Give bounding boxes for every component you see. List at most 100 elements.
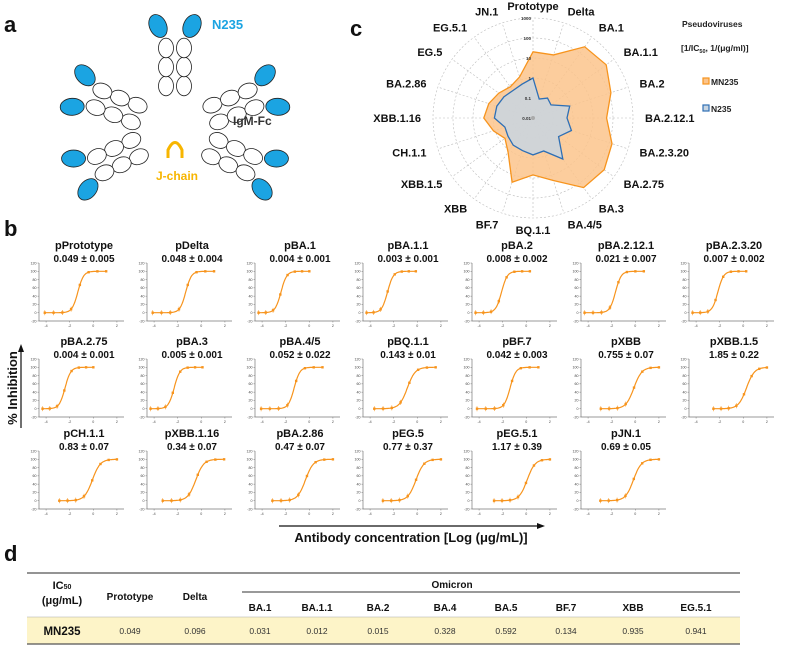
data-point: [294, 379, 298, 383]
data-point: [729, 270, 733, 273]
plot-title: pBA.1.1: [388, 240, 429, 252]
data-point: [179, 498, 182, 502]
y-tick-label: 60: [683, 286, 687, 290]
data-point: [177, 307, 181, 311]
data-point: [171, 391, 174, 394]
y-tick-label: 60: [466, 382, 470, 386]
data-point: [642, 270, 646, 273]
plot-ic50-label: 0.021 ± 0.007: [595, 254, 657, 265]
plot-title: pXBB.1.16: [165, 428, 219, 440]
dose-response-plot: pBA.2.12.10.021 ± 0.007-2002040608010012…: [573, 240, 666, 328]
column-header: XBB: [622, 603, 643, 614]
plot-ic50-label: 0.008 ± 0.002: [486, 254, 548, 265]
radar-axis-label: Prototype: [507, 1, 558, 13]
data-point: [170, 499, 173, 502]
x-tick-label: -4: [44, 420, 47, 424]
y-tick-label: 100: [464, 366, 470, 370]
plot-ic50-label: 0.003 ± 0.001: [377, 254, 439, 265]
row-label: MN235: [43, 626, 81, 638]
x-tick-label: -4: [694, 420, 697, 424]
y-tick-label: 100: [247, 270, 253, 274]
x-tick-label: 2: [224, 420, 226, 424]
data-point: [742, 393, 746, 396]
data-point: [104, 270, 108, 273]
data-point: [293, 270, 297, 273]
data-point: [599, 499, 602, 502]
y-tick-label: 20: [357, 303, 361, 307]
data-point: [264, 311, 267, 314]
plot-title: pEG.5: [392, 428, 424, 440]
y-tick-label: 60: [357, 286, 361, 290]
y-tick-label: 40: [141, 390, 145, 394]
data-point: [600, 311, 603, 314]
dose-response-curve: [475, 270, 530, 314]
plot-ic50-label: 1.17 ± 0.39: [492, 442, 542, 453]
data-point: [765, 366, 769, 369]
y-tick-label: 120: [464, 449, 470, 453]
fc-domain: [176, 75, 192, 97]
dose-response-curve: [584, 270, 644, 314]
dose-response-curve: [272, 458, 333, 502]
igm-monomer-arm: [201, 132, 289, 201]
y-tick-label: 0: [251, 499, 253, 503]
data-point: [314, 460, 317, 464]
data-point: [195, 271, 198, 274]
y-tick-label: 100: [31, 270, 37, 274]
x-tick-label: 0: [308, 324, 310, 328]
dose-response-curve: [42, 366, 94, 410]
column-header: BA.4: [434, 603, 457, 614]
x-tick-label: -2: [501, 512, 504, 516]
x-tick-label: -4: [44, 324, 47, 328]
data-point: [634, 270, 637, 273]
y-tick-label: 0: [359, 407, 361, 411]
data-point: [608, 306, 612, 309]
plot-title: pBA.2.12.1: [598, 240, 654, 252]
y-tick-label: 40: [683, 294, 687, 298]
y-tick-label: 40: [683, 390, 687, 394]
data-point: [537, 366, 540, 369]
y-tick-label: 80: [575, 466, 579, 470]
data-point: [279, 499, 283, 502]
y-tick-label: -20: [355, 319, 360, 323]
j-chain-icon: [166, 141, 184, 158]
x-tick-label: 0: [634, 324, 636, 328]
y-tick-label: -20: [139, 507, 144, 511]
x-tick-label: -2: [501, 420, 504, 424]
column-header: BA.2: [367, 603, 390, 614]
igm-pentamer-diagram: [59, 14, 291, 201]
x-tick-label: 2: [224, 324, 226, 328]
data-point: [508, 498, 512, 502]
plot-ic50-label: 0.83 ± 0.07: [59, 442, 109, 453]
legend-swatch-mn235: [702, 77, 710, 85]
dose-response-curve: [600, 458, 659, 502]
y-tick-label: 120: [464, 357, 470, 361]
data-point: [615, 498, 619, 502]
igm-monomer-arm: [202, 64, 291, 131]
radar-axis-label: BQ.1.1: [516, 225, 551, 237]
y-tick-label: 100: [573, 366, 579, 370]
data-point: [373, 407, 376, 410]
x-tick-label: -2: [284, 512, 287, 516]
y-tick-label: 40: [249, 390, 253, 394]
x-tick-label: -2: [718, 324, 721, 328]
data-point: [649, 458, 652, 462]
data-point: [212, 270, 216, 273]
data-point: [70, 369, 73, 373]
y-tick-label: 20: [33, 303, 37, 307]
y-tick-label: 80: [33, 374, 37, 378]
x-tick-label: 0: [308, 512, 310, 516]
y-tick-label: 80: [683, 278, 687, 282]
data-point: [425, 366, 429, 369]
fc-domain: [235, 164, 256, 182]
data-point: [624, 494, 627, 498]
n235-domain: [251, 178, 273, 201]
data-point: [484, 407, 487, 410]
y-tick-label: 100: [464, 270, 470, 274]
data-point: [714, 298, 717, 302]
data-point: [63, 389, 66, 392]
data-point: [297, 493, 300, 497]
y-tick-label: 120: [31, 449, 37, 453]
column-header: EG.5.1: [680, 603, 712, 614]
